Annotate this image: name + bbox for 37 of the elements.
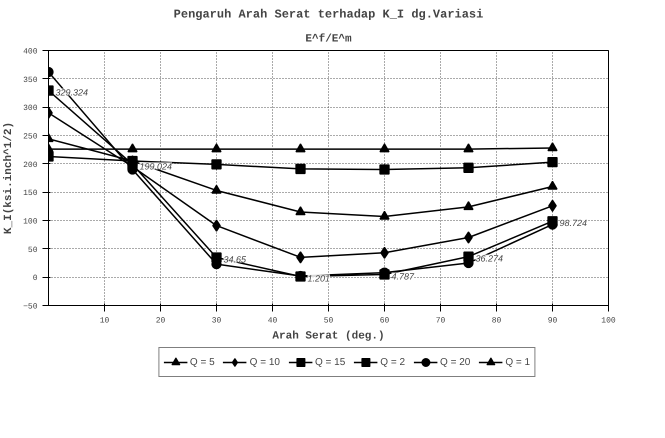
x-tick-label: 10 (100, 316, 110, 326)
legend-label: Q = 10 (250, 356, 280, 368)
x-tick-label: 80 (492, 316, 502, 326)
data-label: 34.65 (224, 254, 248, 265)
x-axis-title: Arah Serat (deg.) (272, 330, 385, 342)
y-tick-label: 300 (23, 104, 38, 114)
y-tick-label: 0 (32, 274, 38, 284)
y-tick-label: 250 (23, 132, 38, 142)
y-tick-label: 100 (23, 218, 38, 226)
chart-title: Pengaruh Arah Serat terhadap K_I dg.Variasi (174, 8, 484, 22)
data-label: 1.201 (308, 273, 330, 284)
y-axis-title: K_I(ksi.inch^1/2) (3, 122, 16, 234)
x-tick-label: 20 (156, 316, 166, 326)
y-tick-label: −50 (23, 302, 38, 312)
data-label: 4.787 (392, 271, 416, 282)
x-tick-label: 50 (324, 316, 334, 326)
data-label: 98.724 (560, 218, 588, 228)
x-tick-label: 70 (436, 316, 446, 326)
y-tick-label: 350 (23, 76, 38, 85)
data-label: 36.274 (476, 254, 504, 264)
data-label: 199.024 (140, 161, 172, 172)
legend-label: Q = 20 (440, 356, 470, 368)
y-tick-label: 200 (23, 160, 38, 170)
x-tick-label: 100 (601, 316, 616, 326)
y-tick-label: 400 (23, 48, 38, 56)
y-tick-label: 50 (28, 246, 38, 255)
x-tick-label: 30 (212, 316, 222, 326)
x-tick-label: 40 (268, 316, 278, 326)
chart-subtitle: E^f/E^m (305, 32, 352, 46)
data-label: 329.324 (56, 88, 88, 98)
legend-label: Q = 1 (505, 356, 530, 368)
legend-label: Q = 5 (190, 356, 215, 368)
legend-label: Q = 15 (314, 356, 346, 368)
y-tick-label: 150 (23, 189, 38, 198)
x-tick-label: 90 (548, 316, 558, 326)
legend-label: Q = 2 (380, 356, 406, 368)
x-tick-label: 60 (380, 316, 390, 326)
